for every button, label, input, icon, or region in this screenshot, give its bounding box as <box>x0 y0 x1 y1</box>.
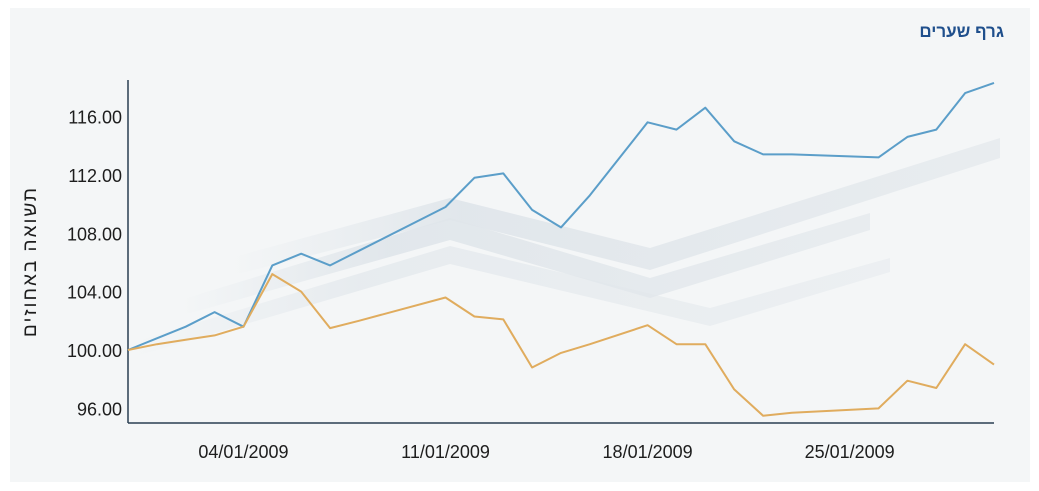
y-tick-label: 112.00 <box>68 166 122 186</box>
y-tick-label: 100.00 <box>67 341 122 361</box>
x-tick-label: 04/01/2009 <box>198 442 288 462</box>
y-tick-label: 116.00 <box>68 107 122 127</box>
x-tick-label: 11/01/2009 <box>401 442 490 462</box>
chart-labels: 96.00 100.00 104.00 108.00 112.00 116.00 04/01… <box>20 107 895 462</box>
y-axis-label: תשואה באחוזים <box>20 186 41 337</box>
y-tick-label: 108.00 <box>67 224 122 244</box>
y-tick-label: 96.00 <box>77 399 122 419</box>
series-layer <box>127 81 995 417</box>
x-tick-label: 25/01/2009 <box>805 442 895 462</box>
chart-axes <box>127 80 994 424</box>
series-2-line <box>127 273 995 417</box>
chart-title: גרף שערים <box>919 22 1004 41</box>
chart-panel: גרף שערים 96.00 100.00 104.00 108.00 112.00 1… <box>10 8 1030 482</box>
x-tick-label: 18/01/2009 <box>603 442 693 462</box>
watermark-logo <box>130 138 1000 358</box>
y-tick-label: 104.00 <box>67 283 122 303</box>
line-chart: 96.00 100.00 104.00 108.00 112.00 116.00 04/01… <box>20 80 1000 462</box>
